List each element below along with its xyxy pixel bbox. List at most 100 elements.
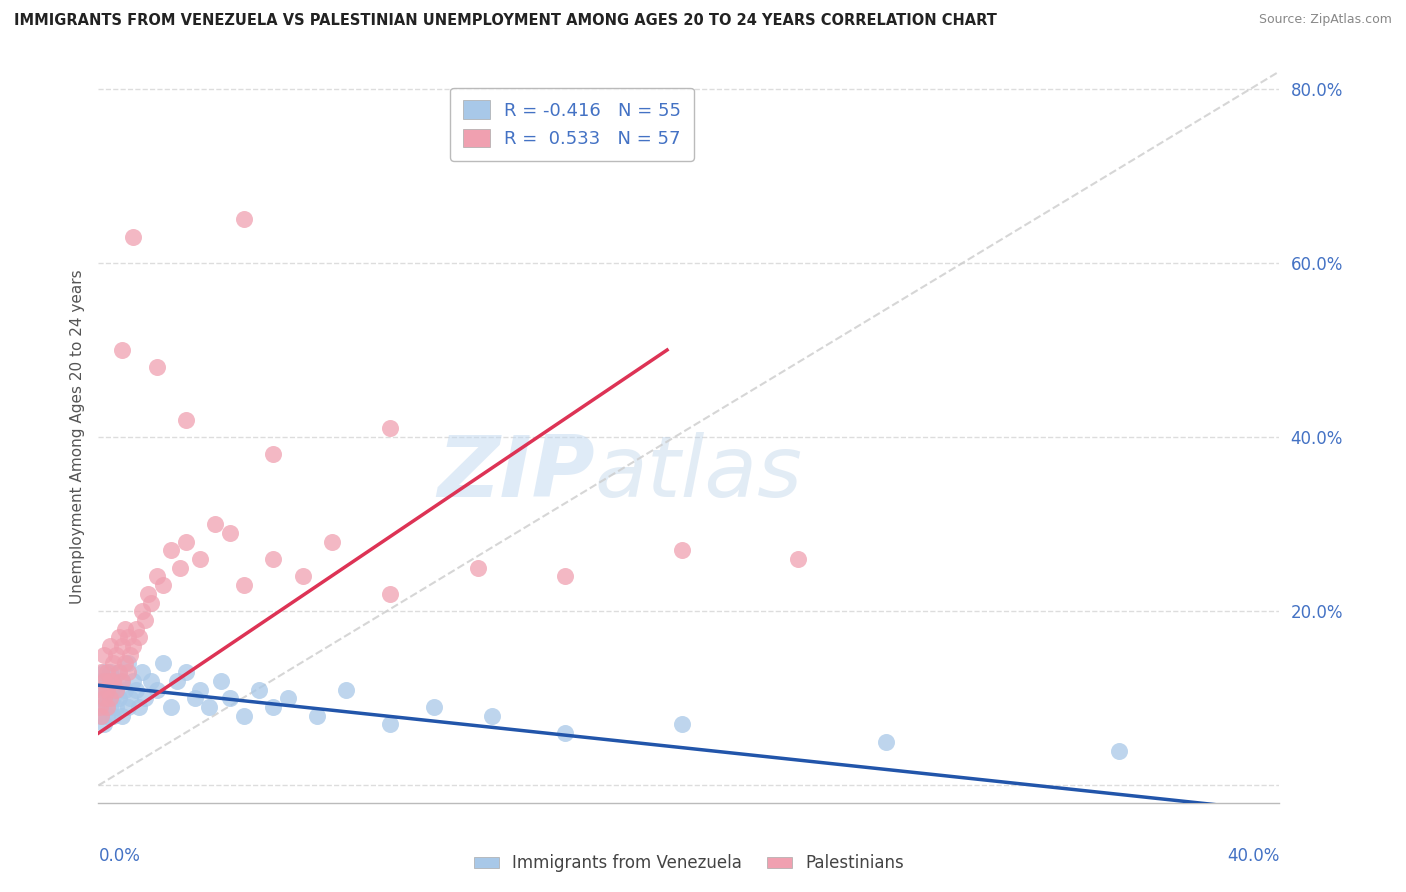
Point — [93, 648, 115, 662]
Point — [131, 665, 153, 680]
Point — [139, 595, 162, 609]
Point — [247, 682, 270, 697]
Point — [104, 682, 127, 697]
Point — [101, 673, 124, 688]
Point — [108, 631, 131, 645]
Point — [198, 700, 221, 714]
Point — [875, 735, 897, 749]
Point — [152, 657, 174, 671]
Point — [321, 534, 343, 549]
Point — [104, 700, 127, 714]
Point — [136, 587, 159, 601]
Point — [101, 708, 124, 723]
Point — [131, 604, 153, 618]
Point — [104, 648, 127, 662]
Text: IMMIGRANTS FROM VENEZUELA VS PALESTINIAN UNEMPLOYMENT AMONG AGES 20 TO 24 YEARS : IMMIGRANTS FROM VENEZUELA VS PALESTINIAN… — [14, 13, 997, 29]
Point — [378, 587, 401, 601]
Point — [96, 673, 118, 688]
Text: 40.0%: 40.0% — [1227, 847, 1279, 864]
Point — [671, 543, 693, 558]
Point — [671, 717, 693, 731]
Point — [160, 700, 183, 714]
Point — [174, 665, 197, 680]
Point — [481, 708, 503, 723]
Point — [96, 691, 118, 706]
Point — [93, 665, 115, 680]
Point — [120, 691, 142, 706]
Point — [93, 717, 115, 731]
Legend: Immigrants from Venezuela, Palestinians: Immigrants from Venezuela, Palestinians — [467, 847, 911, 879]
Point — [98, 673, 121, 688]
Point — [378, 717, 401, 731]
Point — [233, 708, 256, 723]
Point — [233, 212, 256, 227]
Point — [114, 682, 136, 697]
Text: ZIP: ZIP — [437, 432, 595, 516]
Point — [91, 700, 114, 714]
Point — [152, 578, 174, 592]
Point — [378, 421, 401, 435]
Text: atlas: atlas — [595, 432, 803, 516]
Point — [111, 708, 134, 723]
Point — [218, 691, 240, 706]
Point — [145, 682, 167, 697]
Point — [98, 682, 121, 697]
Point — [111, 673, 134, 688]
Point — [108, 691, 131, 706]
Point — [117, 700, 139, 714]
Point — [122, 673, 145, 688]
Point — [122, 229, 145, 244]
Point — [128, 700, 150, 714]
Point — [108, 665, 131, 680]
Point — [101, 657, 124, 671]
Point — [93, 691, 115, 706]
Point — [169, 560, 191, 574]
Point — [120, 648, 142, 662]
Point — [101, 691, 124, 706]
Point — [423, 700, 446, 714]
Point — [190, 552, 212, 566]
Point — [117, 657, 139, 671]
Point — [291, 569, 314, 583]
Point — [218, 525, 240, 540]
Text: Source: ZipAtlas.com: Source: ZipAtlas.com — [1258, 13, 1392, 27]
Point — [90, 682, 112, 697]
Point — [554, 726, 576, 740]
Point — [233, 578, 256, 592]
Point — [125, 682, 148, 697]
Point — [114, 657, 136, 671]
Point — [1108, 743, 1130, 757]
Point — [209, 673, 232, 688]
Point — [335, 682, 357, 697]
Point — [262, 448, 284, 462]
Point — [93, 682, 115, 697]
Point — [89, 700, 111, 714]
Point — [183, 691, 205, 706]
Point — [90, 673, 112, 688]
Point — [111, 673, 134, 688]
Point — [174, 412, 197, 426]
Point — [108, 665, 131, 680]
Point — [307, 708, 329, 723]
Point — [117, 665, 139, 680]
Point — [166, 673, 188, 688]
Point — [89, 691, 111, 706]
Point — [787, 552, 810, 566]
Point — [90, 665, 112, 680]
Point — [98, 691, 121, 706]
Text: 0.0%: 0.0% — [98, 847, 141, 864]
Point — [145, 360, 167, 375]
Point — [145, 569, 167, 583]
Point — [104, 682, 127, 697]
Point — [128, 631, 150, 645]
Point — [262, 700, 284, 714]
Point — [90, 708, 112, 723]
Point — [262, 552, 284, 566]
Point — [96, 708, 118, 723]
Point — [204, 517, 226, 532]
Point — [467, 560, 489, 574]
Point — [125, 622, 148, 636]
Point — [134, 613, 156, 627]
Point — [93, 673, 115, 688]
Point — [160, 543, 183, 558]
